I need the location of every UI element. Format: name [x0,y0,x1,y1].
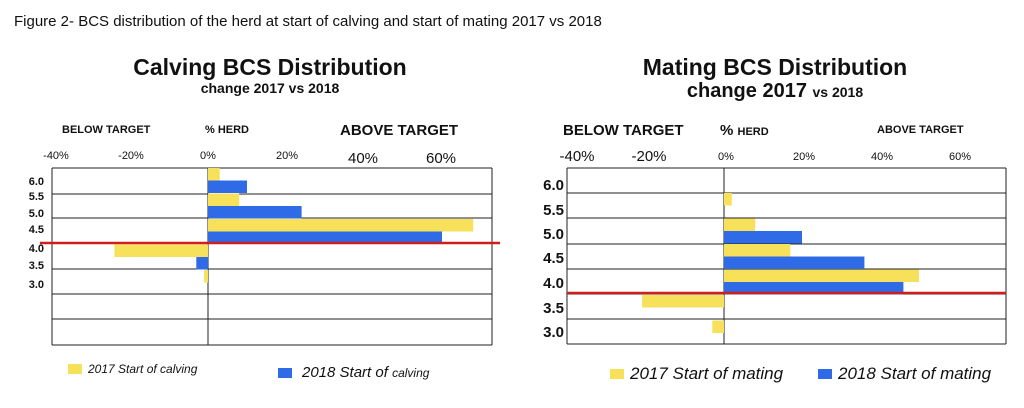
calving-y-tick: 4.0 [28,243,44,255]
figure-title: Figure 2- BCS distribution of the herd a… [14,13,602,30]
calving-x-tick: -40% [43,150,69,162]
mating-below-target-label: BELOW TARGET [563,122,684,139]
calving-bar-2017 [208,168,220,181]
calving-chart-title: Calving BCS Distribution [133,54,407,80]
legend-swatch-2017 [610,369,624,379]
calving-bar-2017 [114,244,208,257]
calving-y-tick: 4.5 [28,224,44,236]
mating-bar-2017 [724,269,919,282]
mating-y-tick: 3.0 [543,324,564,341]
mating-legend-2018: 2018 Start of mating [818,364,991,384]
mating-chart-title: Mating BCS Distribution [642,54,908,80]
mating-above-target-label: ABOVE TARGET [877,124,964,136]
mating-plot-area [566,167,1007,345]
calving-x-tick: -20% [118,150,144,162]
legend-swatch-2018 [278,367,292,378]
calving-y-tick: 5.0 [28,208,44,220]
legend-label-2018-calving-main: 2018 Start of [302,364,393,381]
calving-below-target-label: BELOW TARGET [62,124,151,136]
legend-label-2018-calving-tail: calving [392,366,430,380]
mating-y-tick: 4.0 [543,275,564,292]
mating-herd-main: % [720,122,738,139]
legend-label-2017-calving: 2017 Start of calving [88,362,198,376]
mating-bar-2018 [724,231,802,244]
mating-bar-2017 [712,320,724,333]
calving-x-tick: 60% [425,150,457,167]
mating-bar-2018 [724,282,904,295]
mating-y-tick: 3.5 [543,300,564,317]
calving-bar-2018 [196,257,208,270]
mating-x-tick: -40% [559,148,595,165]
calving-x-tick: 20% [275,150,299,162]
calving-bar-2017 [208,193,240,206]
mating-x-tick: 40% [870,151,894,163]
calving-bar-2018 [208,231,442,244]
mating-bar-2017 [724,218,756,231]
mating-herd-label: % HERD [720,122,769,139]
mating-bar-2017 [724,193,732,206]
legend-swatch-2018 [818,369,832,379]
mating-y-tick: 5.0 [543,226,564,243]
calving-legend-2018: 2018 Start of calving [278,364,429,381]
mating-x-tick: 0% [718,151,734,163]
calving-bar-2017 [208,219,474,232]
mating-subtitle-main: change 2017 [686,80,813,102]
calving-chart-subtitle: change 2017 vs 2018 [200,80,340,96]
mating-bar-2017 [724,244,791,257]
calving-y-tick: 6.0 [28,176,44,188]
calving-herd-label: % HERD [205,124,250,136]
mating-subtitle-tail: vs 2018 [812,84,864,100]
calving-x-tick: 0% [200,150,216,162]
calving-x-tick: 40% [347,150,379,167]
calving-bar-2017 [204,270,208,283]
legend-swatch-2017 [68,364,82,374]
legend-label-2018-mating: 2018 Start of mating [838,364,992,383]
calving-y-tick: 3.0 [28,279,44,291]
mating-chart-subtitle: change 2017 vs 2018 [635,80,915,103]
mating-y-tick: 4.5 [543,250,564,267]
mating-x-tick: 20% [792,151,816,163]
calving-bar-2018 [208,206,302,219]
legend-label-2018-calving: 2018 Start of calving [302,364,429,381]
legend-label-2017-mating: 2017 Start of mating [630,364,784,383]
mating-x-tick: 60% [948,151,972,163]
calving-y-tick: 5.5 [28,191,44,203]
mating-bar-2017 [642,295,724,308]
calving-above-target-label: ABOVE TARGET [340,122,459,139]
mating-herd-tail: HERD [737,126,769,138]
calving-y-tick: 3.5 [28,260,44,272]
mating-x-tick: -20% [631,148,667,165]
calving-plot-area [40,167,500,346]
calving-bar-2018 [208,180,247,193]
mating-bar-2018 [724,256,865,269]
mating-y-tick: 6.0 [543,177,564,194]
calving-legend-2017: 2017 Start of calving [68,362,197,376]
mating-legend-2017: 2017 Start of mating [610,364,783,384]
mating-y-tick: 5.5 [543,202,564,219]
